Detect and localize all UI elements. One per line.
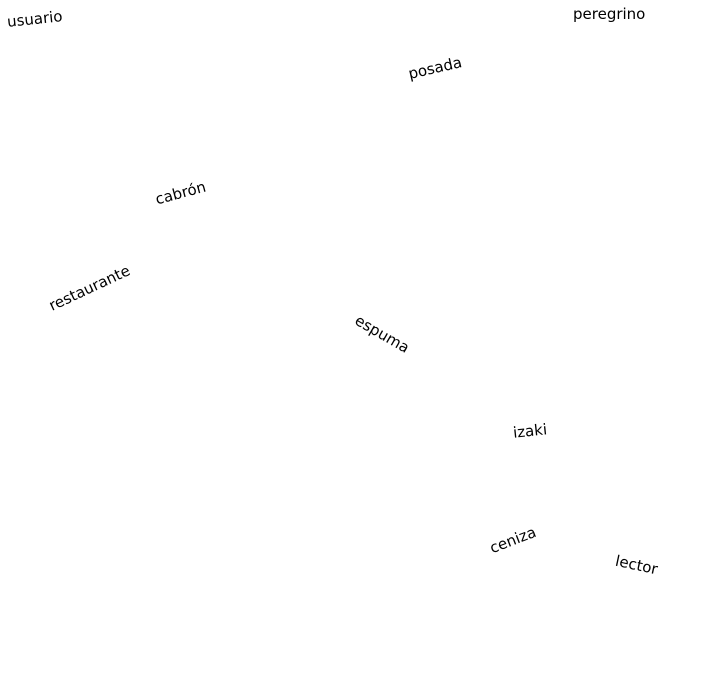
word-restaurante: restaurante: [46, 261, 133, 315]
word-usuario: usuario: [6, 7, 64, 31]
word-ceniza: ceniza: [487, 522, 539, 558]
word-izaki: izaki: [512, 420, 548, 442]
word-espuma: espuma: [351, 311, 413, 357]
word-peregrino: peregrino: [573, 5, 646, 23]
word-posada: posada: [406, 53, 464, 83]
word-lector: lector: [613, 551, 660, 579]
word-cabron: cabrón: [153, 177, 208, 209]
